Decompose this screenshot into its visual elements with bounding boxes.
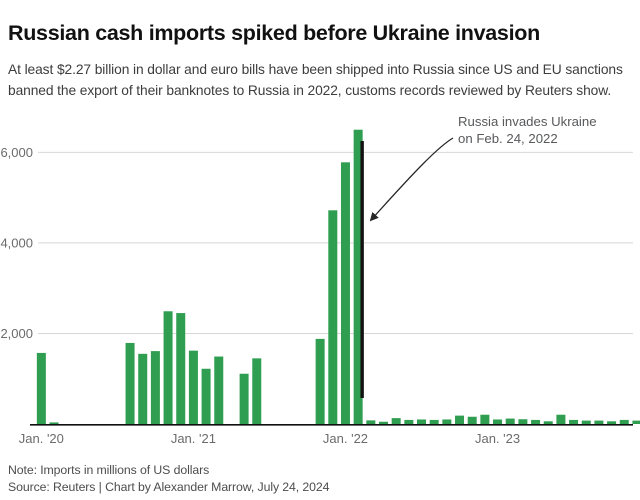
x-tick-label: Jan. '22 [323,431,368,446]
bar [391,418,401,424]
bar [36,352,46,424]
annotation-arrow [369,137,454,222]
bar [176,313,186,424]
bar [594,420,604,424]
bar [531,419,541,424]
bar [353,129,363,424]
bar [493,419,503,424]
footnote: Note: Imports in millions of US dollars [8,463,210,477]
bar-chart: 2,000 4,000 6,000 Jan. '20 Jan. '21 Jan. '22 J… [0,114,640,446]
chart-footer: Note: Imports in millions of US dollars … [8,462,329,495]
annotation-label-line1: Russia invades Ukraine [458,114,597,129]
x-tick-label: Jan. '20 [19,431,64,446]
bar [315,338,325,424]
bar [607,421,617,424]
bar [239,373,249,424]
x-tick-label: Jan. '21 [171,431,216,446]
bar [49,422,59,424]
bar [366,420,376,424]
bar [328,210,338,424]
y-tick-label: 6,000 [0,145,33,160]
y-tick-label: 2,000 [0,326,33,341]
bar [480,414,490,424]
bar [404,419,414,424]
bar [556,414,566,424]
x-tick-label: Jan. '23 [475,431,520,446]
bar [467,416,477,424]
y-tick-label: 4,000 [0,235,33,250]
bar [505,418,515,424]
bar [543,421,553,424]
bar [163,311,173,424]
bar [214,356,224,424]
page-title: Russian cash imports spiked before Ukrai… [8,21,540,46]
bar [518,419,528,424]
invasion-date-line [360,141,364,398]
annotation-label-line2: on Feb. 24, 2022 [458,131,558,146]
bar [340,162,350,425]
bar [201,368,211,424]
bar [188,350,198,424]
bar [125,342,135,424]
bar [252,358,262,424]
bar [429,419,439,424]
bar [417,419,427,424]
bar [442,419,452,424]
bar [632,420,640,424]
bar [378,421,388,424]
bar [138,353,148,424]
bar [455,415,465,424]
bar [569,419,579,424]
bar [150,351,160,424]
bar [581,420,591,424]
source-line: Source: Reuters | Chart by Alexander Mar… [8,479,330,494]
bar [619,419,629,424]
page-subtitle: At least $2.27 billion in dollar and eur… [8,61,623,98]
